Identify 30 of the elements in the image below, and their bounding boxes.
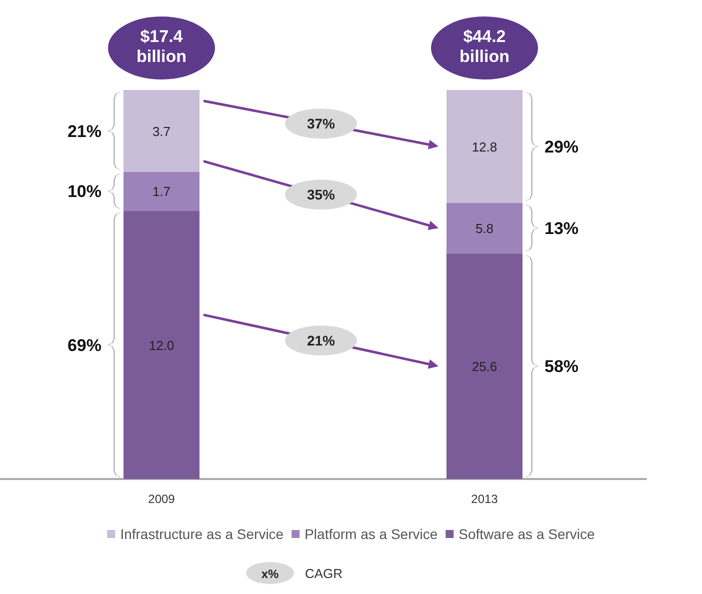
text: $17.4 billion <box>136 27 187 66</box>
annotation: 10% <box>67 182 102 202</box>
annotation: 35% <box>306 186 336 203</box>
annotation: 5.8 <box>475 221 494 236</box>
x-tick-label: 2013 <box>471 492 498 506</box>
annotation: 37% <box>306 116 336 132</box>
bar <box>124 90 200 172</box>
text: CAGR <box>305 566 343 581</box>
annotation: 58% <box>544 357 579 376</box>
text: $44.2 billion <box>459 27 510 66</box>
annotation: 29% <box>544 137 579 156</box>
bar <box>124 172 200 211</box>
text: x% <box>261 567 279 581</box>
x-tick-label: 2009 <box>148 492 176 506</box>
legend-label: Platform as a Service <box>304 526 438 542</box>
annotation: 21% <box>306 332 336 348</box>
annotation: 12.0 <box>148 338 174 353</box>
annotation: 69% <box>67 336 102 355</box>
annotation: 12.8 <box>472 139 498 154</box>
legend-label: Infrastructure as a Service <box>120 526 284 542</box>
annotation: 25.6 <box>472 359 498 374</box>
annotation: 3.7 <box>152 124 171 139</box>
bar <box>124 210 200 479</box>
annotation: 13% <box>544 219 579 238</box>
bar <box>446 202 522 254</box>
bar <box>446 90 522 203</box>
annotation: 21% <box>67 122 102 141</box>
legend-label: Software as a Service <box>458 526 596 542</box>
annotation: 1.7 <box>152 184 171 200</box>
bar <box>446 253 522 479</box>
